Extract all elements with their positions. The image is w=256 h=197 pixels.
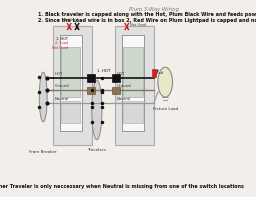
Text: 2. Load
Not Used: 2. Load Not Used [52, 41, 68, 50]
Bar [53, 26, 92, 145]
Text: Ground: Ground [55, 84, 69, 88]
Text: 3. The other Traveler is only neccessary when Neutral is missing from one of the: 3. The other Traveler is only neccessary… [0, 184, 244, 189]
Text: Travelers: Travelers [88, 148, 106, 152]
Text: 2. Since the Load wire is in box 2, Red Wire on Plum Lightpad is capped and not : 2. Since the Load wire is in box 2, Red … [38, 18, 256, 23]
Bar [87, 87, 95, 94]
Bar [87, 74, 95, 82]
Text: 1. HOT: 1. HOT [97, 69, 110, 73]
Text: Ground: Ground [117, 84, 131, 88]
Bar [123, 101, 143, 123]
Bar [61, 101, 80, 123]
Ellipse shape [92, 80, 102, 140]
Text: From Breaker: From Breaker [29, 150, 57, 154]
Bar [61, 47, 80, 97]
Text: Not Used: Not Used [130, 22, 146, 27]
Bar [112, 87, 120, 94]
Text: Not Used: Not Used [62, 18, 78, 21]
Text: Neutral: Neutral [117, 97, 131, 101]
Bar [115, 26, 154, 145]
Text: Load: Load [155, 71, 164, 75]
Text: HOT: HOT [55, 72, 63, 76]
Bar [123, 47, 143, 97]
Text: 1. Black traveler is capped along with the Hot, Plum Black Wire and feeds power : 1. Black traveler is capped along with t… [38, 12, 256, 17]
Bar [152, 69, 156, 77]
Bar [112, 74, 120, 82]
Text: Neutral: Neutral [55, 97, 69, 101]
Text: Fixture Load: Fixture Load [153, 107, 178, 111]
Text: HOT: HOT [117, 72, 125, 76]
Bar [60, 35, 82, 131]
Text: Plum 3-Way Wiring: Plum 3-Way Wiring [129, 7, 179, 12]
Ellipse shape [39, 72, 47, 122]
Bar [122, 35, 144, 131]
Ellipse shape [158, 67, 173, 97]
Text: 1. HOT: 1. HOT [56, 37, 68, 41]
